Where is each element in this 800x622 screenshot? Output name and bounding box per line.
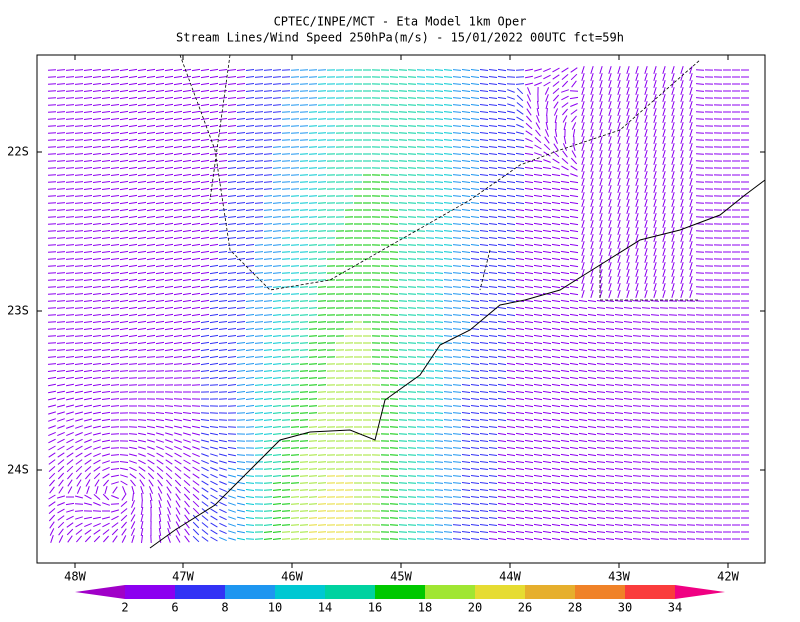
axes: 48W 47W 46W 45W 44W 43W 42W 22S 23S 24S [7,55,765,584]
wind-arrows [254,69,426,540]
colorbar-label: 34 [668,601,682,615]
wind-arrows [237,69,453,541]
colorbar-swatch [425,585,475,599]
colorbar-swatch [175,585,225,599]
wind-arrows [263,174,399,540]
lon-label: 47W [172,570,194,584]
lat-label: 24S [7,463,29,477]
streamlines [47,66,749,544]
wind-arrows [192,68,525,543]
lon-label: 44W [499,570,521,584]
lat-label: 22S [7,145,29,159]
colorbar-swatch [525,585,575,599]
wind-arrows [47,66,749,544]
colorbar-label: 2 [121,601,128,615]
lon-label: 43W [608,570,630,584]
colorbar-swatch [325,585,375,599]
colorbar-swatch [75,585,125,599]
wind-arrows [308,475,354,540]
title-line: CPTEC/INPE/MCT - Eta Model 1km Oper [274,15,527,29]
wind-arrows [219,69,480,542]
lon-label: 42W [717,570,739,584]
colorbar-swatch [225,585,275,599]
colorbar-swatch [125,585,175,599]
coastline [149,179,766,549]
colorbar-label: 18 [418,601,432,615]
wind-arrows [281,321,381,540]
lon-label: 45W [390,570,412,584]
colorbar-label: 30 [618,601,632,615]
colorbar-label: 26 [518,601,532,615]
colorbar-label: 6 [171,601,178,615]
colorbar-label: 16 [368,601,382,615]
colorbar-label: 8 [221,601,228,615]
colorbar-swatch [625,585,675,599]
colorbar-label: 10 [268,601,282,615]
colorbar-label: 28 [568,601,582,615]
title-line: Stream Lines/Wind Speed 250hPa(m/s) - 15… [176,31,624,45]
state-borders [179,54,701,301]
lon-label: 48W [64,570,86,584]
colorbar-swatch [375,585,425,599]
colorbar-label: 20 [468,601,482,615]
colorbar-swatch [475,585,525,599]
lon-label: 46W [281,570,303,584]
colorbar-swatch [275,585,325,599]
colorbar-swatch [575,585,625,599]
colorbar-swatch [675,585,725,599]
colorbar-label: 14 [318,601,332,615]
lat-label: 23S [7,304,29,318]
colorbar: 2 6 8 10 14 16 18 20 26 28 30 34 [75,585,725,615]
